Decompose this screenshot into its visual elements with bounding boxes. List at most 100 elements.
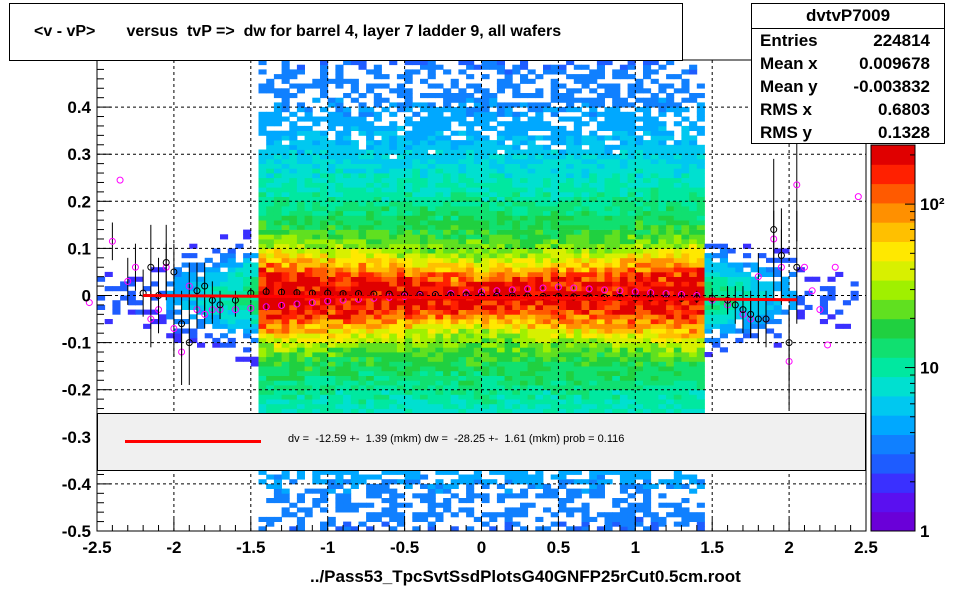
heatmap-cell (258, 309, 267, 315)
heatmap-cell (450, 370, 459, 376)
heatmap-cell (535, 121, 544, 127)
heatmap-cell (343, 243, 352, 249)
heatmap-cell (496, 352, 505, 358)
heatmap-cell (535, 173, 544, 179)
heatmap-cell (596, 64, 605, 70)
heatmap-cell (504, 243, 513, 249)
heatmap-cell (550, 201, 559, 207)
heatmap-cell (220, 257, 229, 263)
heatmap-cell (619, 304, 628, 310)
heatmap-cell (420, 281, 429, 287)
heatmap-cell (435, 370, 444, 376)
heatmap-cell (296, 154, 305, 160)
heatmap-cell (566, 239, 575, 245)
heatmap-cell (427, 262, 436, 268)
heatmap-cell (266, 121, 275, 127)
heatmap-cell (435, 323, 444, 329)
heatmap-cell (412, 474, 421, 480)
heatmap-cell (627, 361, 636, 367)
heatmap-cell (343, 130, 352, 136)
heatmap-cell (566, 314, 575, 320)
heatmap-cell (527, 206, 536, 212)
heatmap-cell (404, 257, 413, 263)
heatmap-cell (543, 121, 552, 127)
heatmap-cell (366, 168, 375, 174)
heatmap-cell (373, 74, 382, 80)
heatmap-cell (566, 144, 575, 150)
heatmap-cell (504, 187, 513, 193)
heatmap-cell (458, 267, 467, 273)
heatmap-cell (412, 191, 421, 197)
heatmap-cell (312, 342, 321, 348)
heatmap-cell (220, 333, 229, 339)
heatmap-cell (612, 135, 621, 141)
heatmap-cell (366, 375, 375, 381)
heatmap-cell (481, 361, 490, 367)
heatmap-cell (381, 210, 390, 216)
heatmap-cell (458, 408, 467, 414)
heatmap-cell (489, 394, 498, 400)
heatmap-cell (189, 337, 198, 343)
heatmap-cell (466, 323, 475, 329)
heatmap-cell (412, 187, 421, 193)
heatmap-cell (366, 125, 375, 131)
heatmap-cell (612, 88, 621, 94)
heatmap-cell (327, 304, 336, 310)
heatmap-cell (235, 243, 244, 249)
heatmap-cell (520, 507, 529, 513)
heatmap-cell (473, 281, 482, 287)
heatmap-cell (335, 502, 344, 508)
heatmap-cell (481, 191, 490, 197)
heatmap-cell (504, 366, 513, 372)
heatmap-cell (258, 234, 267, 240)
heatmap-cell (235, 262, 244, 268)
heatmap-cell (304, 356, 313, 362)
heatmap-cell (520, 281, 529, 287)
heatmap-cell (427, 229, 436, 235)
heatmap-cell (496, 196, 505, 202)
heatmap-cell (327, 323, 336, 329)
heatmap-cell (450, 267, 459, 273)
heatmap-cell (173, 281, 182, 287)
heatmap-cell (550, 337, 559, 343)
heatmap-cell (535, 474, 544, 480)
heatmap-cell (166, 309, 175, 315)
heatmap-cell (266, 323, 275, 329)
heatmap-cell (304, 144, 313, 150)
heatmap-cell (273, 361, 282, 367)
heatmap-cell (604, 191, 613, 197)
heatmap-cell (666, 267, 675, 273)
heatmap-cell (304, 163, 313, 169)
heatmap-cell (581, 135, 590, 141)
heatmap-cell (289, 163, 298, 169)
heatmap-cell (481, 177, 490, 183)
heatmap-cell (473, 385, 482, 391)
heatmap-cell (535, 168, 544, 174)
heatmap-cell (489, 220, 498, 226)
heatmap-cell (612, 389, 621, 395)
heatmap-cell (258, 220, 267, 226)
heatmap-cell (635, 300, 644, 306)
heatmap-cell (589, 206, 598, 212)
heatmap-cell (566, 154, 575, 160)
heatmap-cell (320, 276, 329, 282)
heatmap-cell (581, 356, 590, 362)
heatmap-cell (273, 116, 282, 122)
heatmap-cell (635, 333, 644, 339)
heatmap-cell (558, 271, 567, 277)
heatmap-cell (496, 182, 505, 188)
heatmap-cell (512, 512, 521, 518)
heatmap-cell (473, 361, 482, 367)
heatmap-cell (658, 83, 667, 89)
heatmap-cell (335, 474, 344, 480)
heatmap-cell (543, 239, 552, 245)
heatmap-cell (658, 385, 667, 391)
heatmap-cell (435, 347, 444, 353)
heatmap-cell (320, 243, 329, 249)
heatmap-cell (296, 366, 305, 372)
heatmap-cell (543, 328, 552, 334)
heatmap-cell (650, 78, 659, 84)
heatmap-cell (373, 140, 382, 146)
heatmap-cell (581, 168, 590, 174)
heatmap-cell (320, 375, 329, 381)
